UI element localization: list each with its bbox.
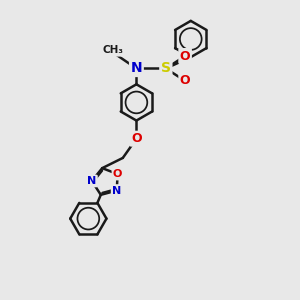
Text: N: N: [87, 176, 96, 186]
Text: O: O: [113, 169, 122, 179]
Text: S: S: [161, 61, 171, 76]
Text: N: N: [130, 61, 142, 76]
Text: N: N: [112, 185, 122, 196]
Text: CH₃: CH₃: [102, 45, 123, 55]
Text: O: O: [180, 50, 190, 62]
Text: O: O: [131, 132, 142, 145]
Text: O: O: [180, 74, 190, 87]
